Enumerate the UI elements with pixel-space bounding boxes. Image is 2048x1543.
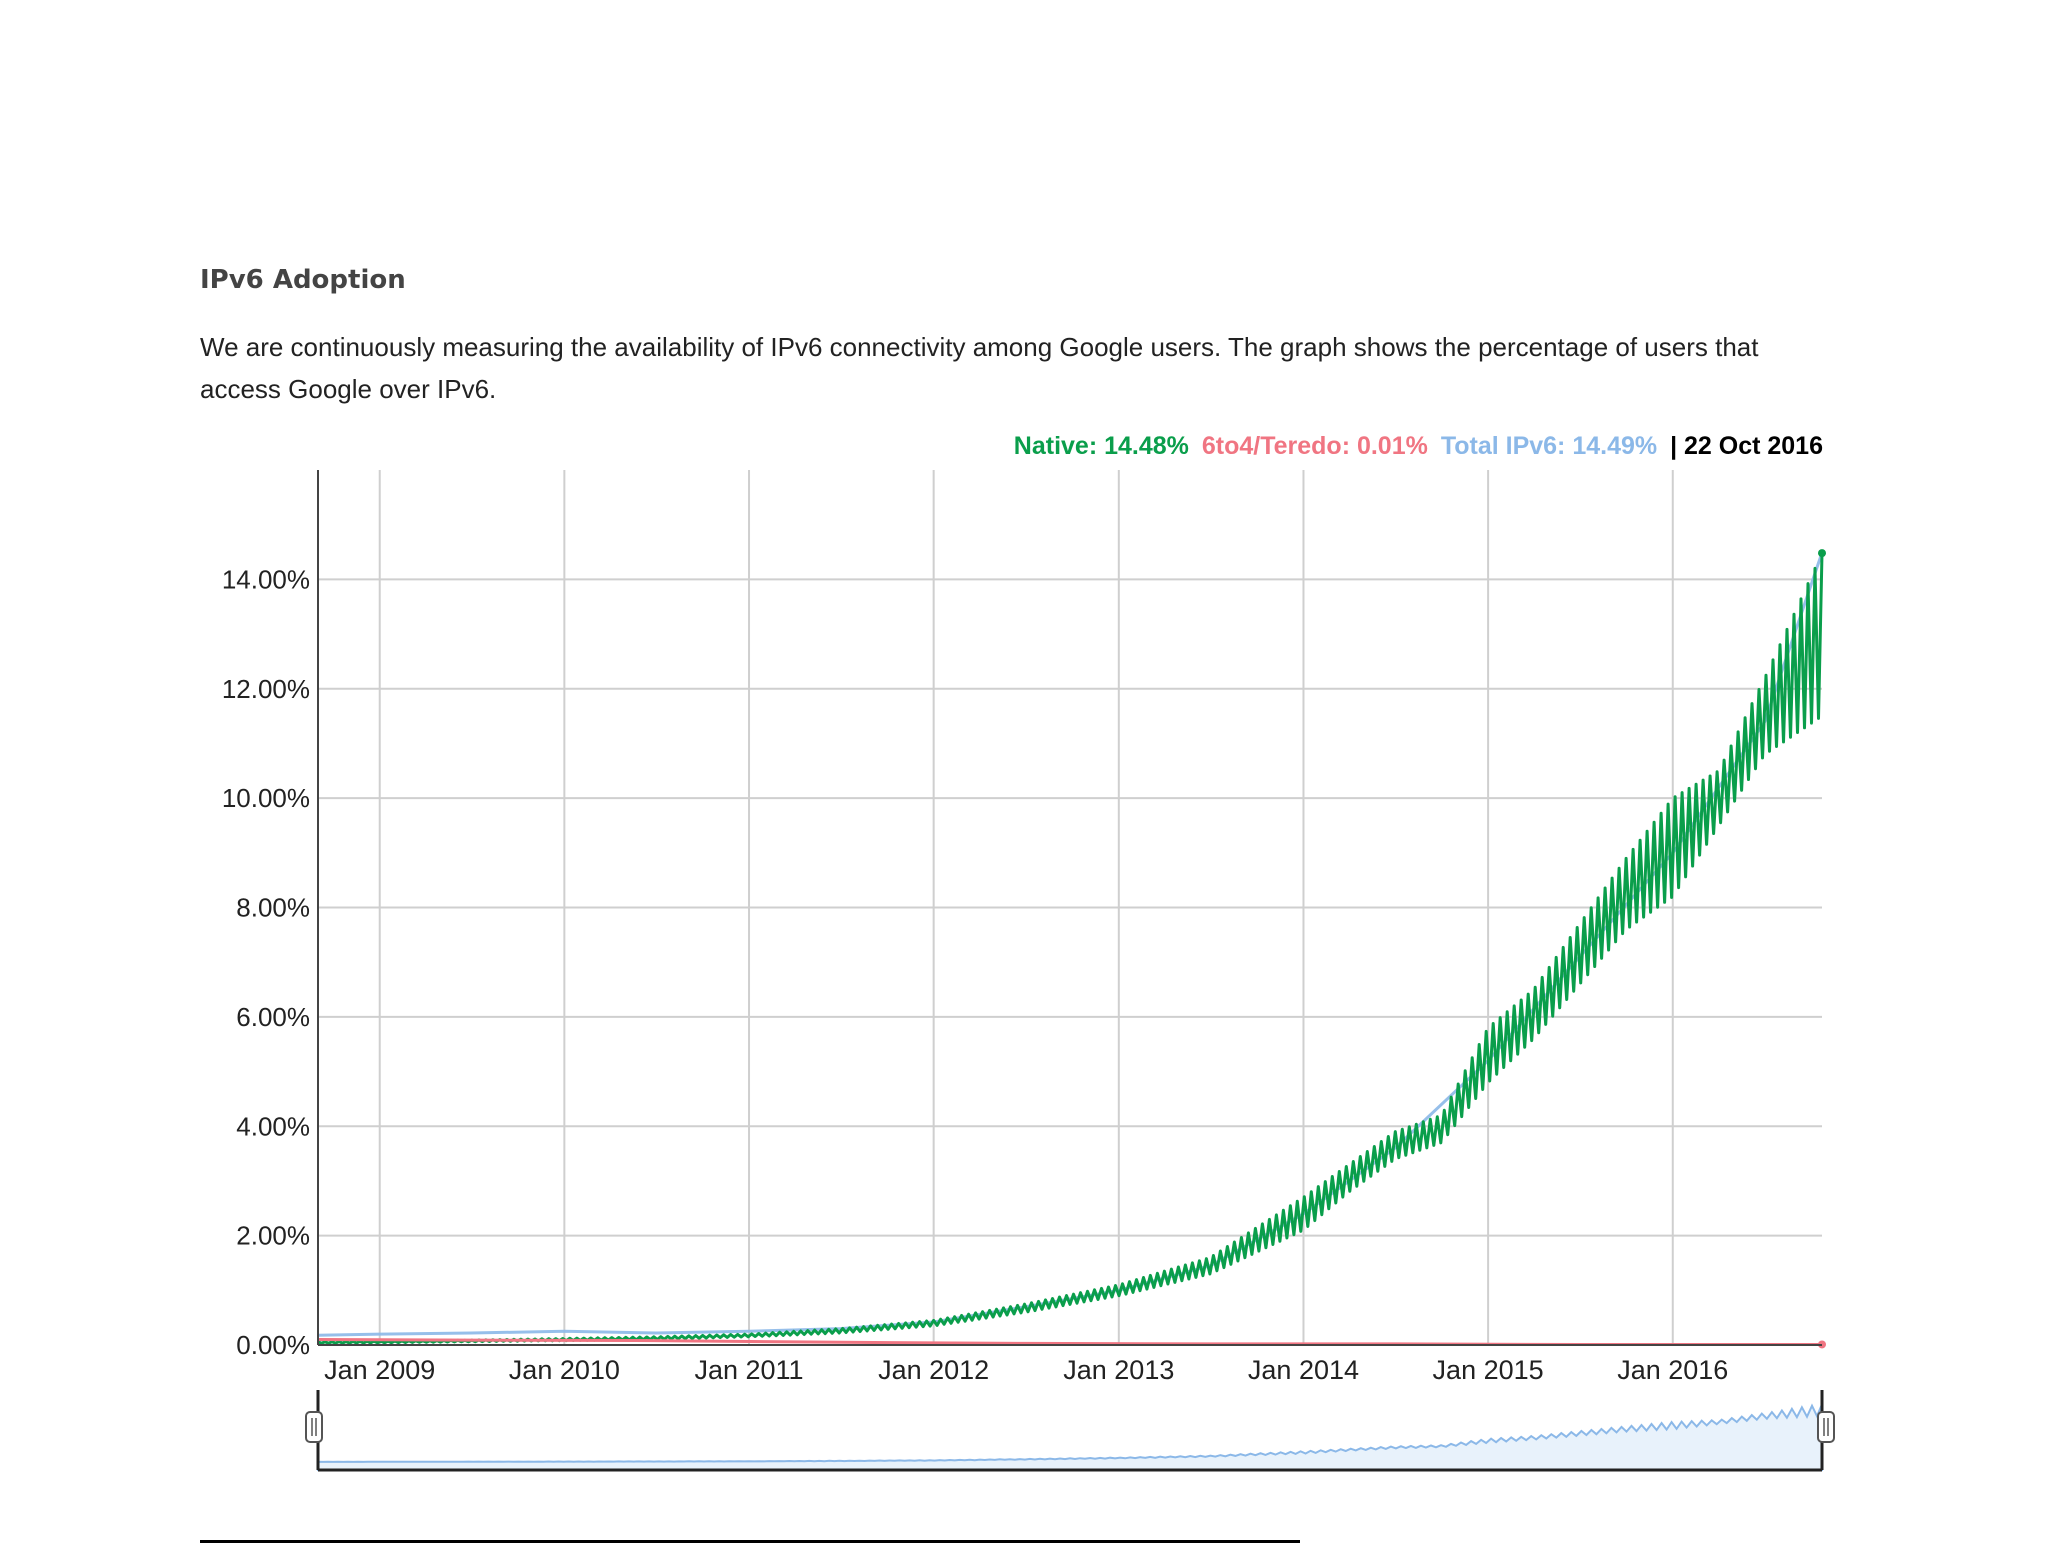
x-tick-label: Jan 2014 <box>1248 1355 1359 1385</box>
series-teredo <box>317 1338 1822 1346</box>
y-tick-label: 10.00% <box>222 783 310 813</box>
series-layer <box>317 549 1826 1349</box>
y-tick-label: 12.00% <box>222 674 310 704</box>
ticks-layer: 0.00% 2.00% 4.00% 6.00% 8.00% 10.00% 12.00% 14.… <box>222 564 1729 1385</box>
range-selector[interactable] <box>305 1390 1835 1472</box>
y-tick-label: 0.00% <box>236 1330 310 1360</box>
y-tick-label: 8.00% <box>236 893 310 923</box>
legend-teredo: 6to4/Teredo: 0.01% <box>1201 432 1428 460</box>
x-tick-label: Jan 2009 <box>324 1355 435 1385</box>
range-handle-right[interactable] <box>1817 1411 1835 1443</box>
x-tick-label: Jan 2010 <box>509 1355 620 1385</box>
legend-total: Total IPv6: 14.49% <box>1440 432 1658 460</box>
y-tick-label: 14.00% <box>222 564 310 594</box>
range-overview-area <box>317 1403 1823 1471</box>
y-tick-label: 4.00% <box>236 1111 310 1141</box>
page-description: We are continuously measuring the availa… <box>200 332 1759 404</box>
chart-legend: Native: 14.48% 6to4/Teredo: 0.01% Total … <box>1008 432 1823 461</box>
x-tick-label: Jan 2015 <box>1433 1355 1544 1385</box>
x-tick-label: Jan 2011 <box>694 1355 803 1385</box>
x-tick-label: Jan 2012 <box>878 1355 989 1385</box>
x-tick-label: Jan 2013 <box>1063 1355 1174 1385</box>
y-tick-label: 2.00% <box>236 1221 310 1251</box>
series-native <box>317 553 1824 1345</box>
page-heading: IPv6 Adoption <box>200 265 406 295</box>
legend-native: Native: 14.48% <box>1013 432 1189 460</box>
y-tick-label: 6.00% <box>236 1002 310 1032</box>
legend-date: | 22 Oct 2016 <box>1670 432 1823 460</box>
x-tick-label: Jan 2016 <box>1617 1355 1728 1385</box>
axis-layer <box>317 470 1822 1346</box>
native-end-point <box>1818 549 1826 558</box>
range-handle-left[interactable] <box>305 1411 323 1443</box>
